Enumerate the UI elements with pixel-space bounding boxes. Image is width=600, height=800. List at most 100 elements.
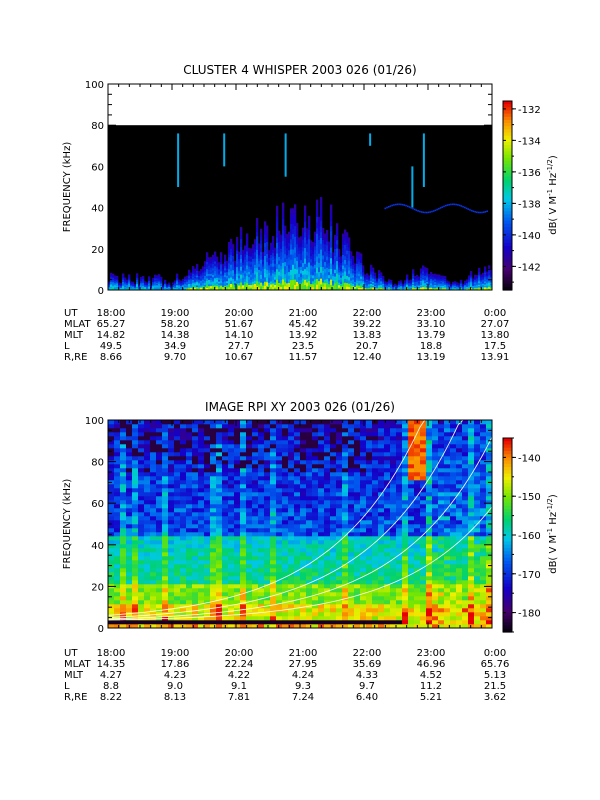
rpi-cell [108, 608, 115, 613]
whisper-cell [462, 288, 465, 290]
rpi-cell [240, 624, 247, 629]
whisper-cell [208, 277, 211, 281]
whisper-cell [250, 276, 253, 280]
rpi-cell [222, 464, 229, 469]
rpi-cell [132, 512, 139, 517]
whisper-cell [264, 251, 267, 256]
rpi-cell [216, 492, 223, 497]
whisper-cell [334, 255, 337, 260]
whisper-cell [432, 285, 435, 288]
whisper-cell [390, 287, 393, 289]
whisper-cell [460, 284, 463, 286]
whisper-cell [186, 278, 189, 280]
whisper-cell [470, 273, 473, 275]
whisper-cell [270, 272, 273, 276]
rpi-cell [258, 544, 265, 549]
whisper-cell [208, 271, 211, 274]
whisper-cell [194, 271, 197, 274]
whisper-cell [410, 288, 413, 290]
whisper-cell [120, 286, 123, 287]
whisper-cell [280, 265, 283, 270]
ephemeris-row-label: MLT [64, 330, 84, 341]
rpi-cell [192, 436, 199, 441]
whisper-cell [290, 259, 293, 265]
whisper-cell [198, 279, 201, 281]
rpi-cell [156, 456, 163, 461]
whisper-cell [362, 270, 365, 272]
rpi-cell [276, 596, 283, 601]
rpi-cell [282, 440, 289, 445]
whisper-cell [480, 284, 483, 286]
whisper-cell [400, 283, 403, 285]
whisper-cell [350, 277, 353, 281]
whisper-cell [138, 285, 141, 287]
colorbar-segment [503, 230, 512, 234]
whisper-cell [152, 279, 155, 281]
ephemeris-value: 18:00 [97, 308, 126, 319]
whisper-cell [342, 272, 345, 277]
whisper-cell [238, 282, 241, 286]
rpi-cell [114, 500, 121, 505]
rpi-cell [252, 460, 259, 465]
rpi-cell [156, 476, 163, 481]
whisper-cell [272, 286, 275, 291]
rpi-cell [120, 504, 127, 509]
rpi-cell [126, 476, 133, 481]
whisper-cell [342, 244, 345, 248]
rpi-cell [144, 432, 151, 437]
whisper-cell [296, 281, 299, 287]
whisper-cell [350, 280, 353, 284]
whisper-cell [354, 271, 357, 274]
whisper-cell [284, 265, 287, 271]
whisper-cell [450, 286, 453, 288]
whisper-cell [268, 275, 271, 278]
whisper-cell [186, 284, 189, 286]
rpi-cell [246, 508, 253, 513]
whisper-cell [134, 284, 137, 285]
whisper-cell [430, 284, 433, 286]
whisper-cell [402, 284, 405, 285]
rpi-cell [246, 616, 253, 621]
whisper-cell [302, 254, 305, 260]
whisper-cell [408, 282, 411, 283]
rpi-cell [288, 560, 295, 565]
whisper-cell [464, 287, 467, 288]
whisper-cell [386, 283, 389, 285]
whisper-cell [404, 282, 407, 284]
whisper-band-dot [469, 209, 471, 211]
whisper-cell [372, 281, 375, 284]
rpi-cell [264, 508, 271, 513]
whisper-cell [352, 270, 355, 274]
rpi-cell [270, 544, 277, 549]
colorbar-segment [503, 264, 512, 269]
rpi-cell [264, 584, 271, 589]
whisper-cell [248, 255, 251, 259]
whisper-cell [384, 283, 387, 285]
rpi-cell [282, 452, 289, 457]
whisper-cell [378, 271, 381, 273]
rpi-cell [204, 624, 211, 629]
whisper-cell [422, 273, 425, 275]
whisper-cell [184, 277, 187, 279]
rpi-cell [180, 588, 187, 593]
whisper-cell [346, 235, 349, 240]
whisper-cell [352, 266, 355, 270]
rpi-cell [246, 520, 253, 525]
whisper-cell [152, 284, 155, 286]
rpi-cell [180, 516, 187, 521]
whisper-cell [350, 251, 353, 255]
whisper-cell [360, 260, 363, 263]
whisper-cell [458, 283, 461, 285]
whisper-cell [432, 278, 435, 281]
rpi-cell [144, 492, 151, 497]
whisper-cell [120, 284, 123, 286]
whisper-cell [206, 266, 209, 270]
whisper-cell [460, 280, 463, 282]
whisper-cell [244, 262, 247, 266]
rpi-cell [258, 480, 265, 485]
whisper-cell [370, 285, 373, 288]
whisper-cell [146, 287, 149, 289]
whisper-cell [296, 256, 299, 262]
rpi-cell [210, 488, 217, 493]
whisper-cell [218, 263, 221, 266]
